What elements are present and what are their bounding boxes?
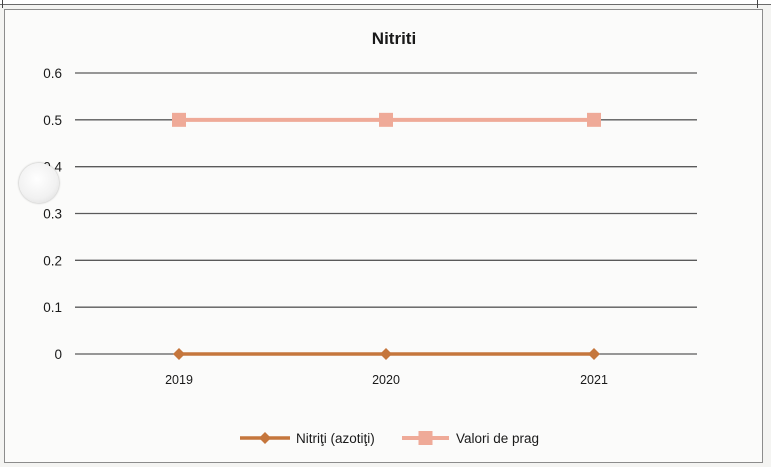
- data-point-1-0: [172, 112, 186, 127]
- chart-frame: [4, 9, 763, 463]
- page-top-rule: [0, 0, 771, 5]
- chart-title: Nitriti: [372, 29, 416, 48]
- y-tick-label: 0.3: [43, 207, 62, 222]
- legend: Nitriţi (azotiţi) Valori de prag: [240, 431, 539, 446]
- series-group: [172, 112, 601, 360]
- y-axis-ticks: 00.10.20.30.40.50.6: [43, 66, 62, 362]
- legend-marker-0: [259, 432, 271, 444]
- x-tick-label: 2020: [372, 373, 400, 387]
- legend-label-1: Valori de prag: [456, 431, 539, 446]
- y-tick-label: 0: [54, 347, 62, 362]
- data-point-0-1: [380, 348, 392, 360]
- y-tick-label: 0.1: [43, 300, 62, 315]
- data-point-1-2: [587, 112, 601, 127]
- legend-label-0: Nitriţi (azotiţi): [296, 431, 375, 446]
- y-tick-label: 0.6: [43, 66, 62, 81]
- page-corner-mark-right: [757, 0, 758, 8]
- x-tick-label: 2021: [580, 373, 608, 387]
- data-point-0-2: [588, 348, 600, 360]
- data-point-1-1: [379, 112, 393, 127]
- x-tick-label: 2019: [165, 373, 193, 387]
- y-tick-label: 0.5: [43, 113, 62, 128]
- data-point-0-0: [173, 348, 185, 360]
- page-corner-mark-left: [2, 0, 3, 8]
- punch-hole-mark: [19, 163, 59, 203]
- y-tick-label: 0.2: [43, 253, 62, 268]
- legend-marker-1: [418, 431, 433, 445]
- x-axis-ticks: 2019 2020 2021: [165, 373, 608, 387]
